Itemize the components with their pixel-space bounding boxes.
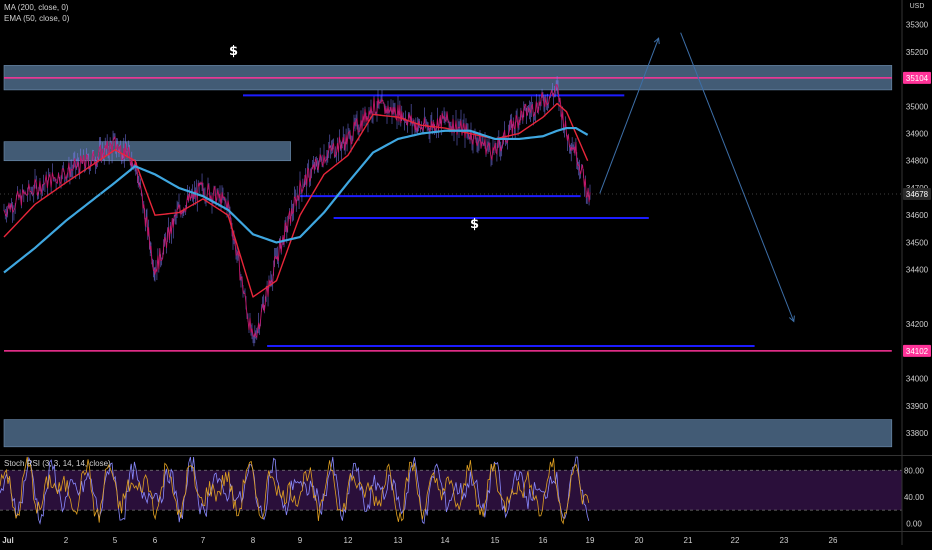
projection-arrow-1	[680, 32, 795, 322]
price-tag-0	[903, 71, 931, 84]
time-tick-label: Jul	[2, 536, 14, 545]
price-tick-label: 34400	[906, 266, 929, 275]
price-tag-label-2: 34102	[906, 347, 929, 356]
time-tick-label: 6	[153, 536, 158, 545]
sr-zone-1	[3, 141, 291, 162]
price-tick-label: 35000	[906, 102, 929, 111]
stoch-d-line	[0, 456, 590, 525]
ma-200-line	[3, 126, 589, 274]
time-tick-label: 16	[539, 536, 548, 545]
price-tick-label: 33800	[906, 429, 929, 438]
sr-zone-2	[3, 419, 893, 448]
price-tick-label: 34200	[906, 320, 929, 329]
time-tick-label: 5	[113, 536, 118, 545]
ma-legend-label[interactable]: MA (200, close, 0)	[4, 3, 69, 12]
price-tick-label: 34900	[906, 130, 929, 139]
projection-arrow-0	[599, 37, 660, 194]
time-tick-label: 15	[491, 536, 500, 545]
time-tick-label: 9	[298, 536, 303, 545]
ema-legend-label[interactable]: EMA (50, close, 0)	[4, 14, 70, 23]
time-tick-label: 20	[635, 536, 644, 545]
price-tick-label: 34000	[906, 375, 929, 384]
price-tag-1	[903, 187, 931, 200]
price-tag-label-1: 34678	[906, 190, 929, 199]
time-tick-label: 8	[251, 536, 256, 545]
price-tick-label: 35300	[906, 21, 929, 30]
price-tick-label: 34500	[906, 238, 929, 247]
time-tick-label: 13	[394, 536, 403, 545]
time-tick-label: 2	[64, 536, 69, 545]
price-tick-label: 33900	[906, 402, 929, 411]
price-tick-label: 34800	[906, 157, 929, 166]
time-tick-label: 23	[780, 536, 789, 545]
currency-label: USD	[903, 2, 931, 11]
currency-bottom: USD	[909, 3, 925, 10]
dollar-annotation-2[interactable]: $	[470, 217, 480, 232]
price-tag-2	[903, 344, 931, 357]
stoch-overbought-oversold-band	[0, 470, 902, 511]
price-line	[3, 83, 591, 339]
stoch-tick-label: 80.00	[904, 466, 925, 475]
stoch-rsi-legend-label[interactable]: Stoch RSI (3, 3, 14, 14, close)	[4, 459, 111, 468]
stoch-tick-label: 40.00	[904, 493, 925, 502]
time-tick-label: 19	[586, 536, 595, 545]
stoch-tick-label: 0.00	[906, 519, 922, 528]
time-tick-label: 22	[731, 536, 740, 545]
time-tick-label: 26	[829, 536, 838, 545]
price-tag-label-0: 35104	[906, 74, 929, 83]
time-tick-label: 21	[684, 536, 693, 545]
time-tick-label: 12	[344, 536, 353, 545]
price-tick-label: 34600	[906, 211, 929, 220]
dollar-annotation-1[interactable]: $	[229, 44, 239, 59]
price-tick-label: 35200	[906, 48, 929, 57]
time-tick-label: 7	[201, 536, 206, 545]
projection-arrowhead-0	[653, 37, 660, 45]
time-tick-label: 14	[441, 536, 450, 545]
projection-arrowhead-1	[788, 315, 795, 323]
